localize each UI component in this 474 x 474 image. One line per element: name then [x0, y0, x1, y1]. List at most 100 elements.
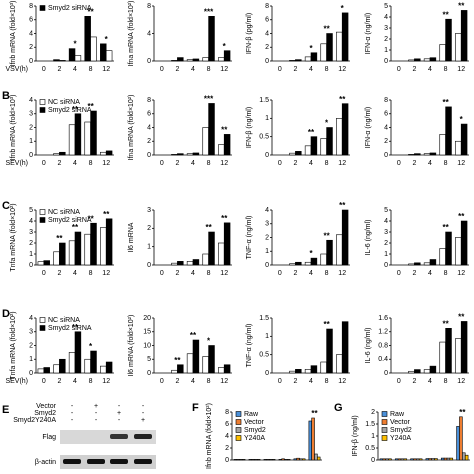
- blot-sign: +: [141, 417, 145, 424]
- y-tick-label: 0: [29, 152, 33, 159]
- x-tick-label: 12: [338, 66, 346, 73]
- bar: [90, 36, 97, 62]
- bar: [320, 361, 327, 374]
- x-tick-label: 12: [220, 160, 228, 167]
- y-tick-label: 0: [29, 58, 33, 65]
- bar: [460, 10, 468, 62]
- y-tick-label: 4: [147, 124, 151, 131]
- bar: [74, 331, 82, 374]
- y-tick-label: 0.5: [365, 445, 375, 452]
- x-tick-label: 0: [42, 160, 46, 167]
- y-tick-label: 0: [147, 152, 151, 159]
- significance: **: [103, 210, 110, 219]
- bar: [446, 457, 451, 461]
- bar: [296, 457, 300, 461]
- bar: [284, 459, 288, 461]
- significance: **: [72, 105, 79, 114]
- blot-band-label: Flag: [42, 434, 56, 441]
- y-tick-label: 0: [265, 262, 269, 269]
- blot-sign: -: [118, 403, 121, 410]
- bar: [269, 459, 273, 461]
- y-tick-label: 8: [265, 3, 269, 10]
- y-tick-label: 3: [384, 229, 388, 236]
- bar: [218, 367, 225, 374]
- y-tick-label: 1.6: [378, 315, 388, 322]
- x-tick-label: 12: [220, 270, 228, 277]
- bar: [423, 369, 431, 374]
- significance: **: [339, 201, 346, 210]
- bar: [394, 458, 399, 461]
- y-tick-label: 2: [29, 44, 33, 51]
- bar: [431, 458, 435, 461]
- bar: [84, 233, 91, 266]
- y-tick-label: 0: [29, 370, 33, 377]
- bar: [171, 60, 178, 62]
- bar: [341, 103, 349, 156]
- bar: [257, 459, 261, 461]
- bar: [439, 341, 446, 374]
- band: [110, 459, 128, 464]
- bar: [310, 52, 318, 62]
- panel-letter: B: [2, 90, 10, 102]
- y-tick-label: 15: [143, 329, 151, 336]
- x-tick-label: 2: [57, 160, 61, 167]
- y-tick-label: 4: [29, 218, 33, 225]
- bar: [177, 153, 184, 156]
- significance: **: [459, 408, 466, 417]
- bar: [281, 458, 285, 461]
- bar: [43, 367, 50, 374]
- bar: [74, 55, 82, 62]
- flag-blot: [60, 430, 156, 444]
- bar: [397, 458, 402, 461]
- bar: [462, 452, 466, 461]
- y-axis-label: Ifnb mRNA (fold×10²): [206, 403, 213, 469]
- x-tick-label: 0: [160, 160, 164, 167]
- x-tick-label: 4: [73, 378, 77, 385]
- legend-swatch: [39, 209, 46, 215]
- y-tick-label: 4: [29, 315, 33, 322]
- x-tick-label: 12: [457, 66, 465, 73]
- x-tick-label: 8: [207, 66, 211, 73]
- bar: [186, 59, 194, 62]
- bar: [272, 459, 276, 461]
- y-axis-label: IFN-β (ng/ml): [246, 107, 253, 148]
- bar: [37, 261, 45, 266]
- actin-blot: [60, 455, 156, 469]
- y-tick-label: 1.5: [259, 97, 269, 104]
- y-tick-label: 6: [147, 111, 151, 118]
- y-tick-label: 5: [29, 207, 33, 214]
- bar: [105, 50, 113, 62]
- legend-swatch: [381, 427, 388, 433]
- bar: [382, 458, 386, 461]
- blot-sign: -: [71, 403, 74, 410]
- x-tick-label: 2: [412, 160, 416, 167]
- bar: [460, 123, 468, 156]
- bar: [90, 222, 97, 266]
- bar: [445, 328, 452, 374]
- bar: [192, 152, 200, 156]
- y-tick-label: 4: [265, 207, 269, 214]
- y-axis-label: Il6 mRNA (fold×10²): [128, 315, 135, 377]
- significance: *: [309, 44, 313, 53]
- x-tick-label: 4: [191, 270, 195, 277]
- y-tick-label: 4: [265, 30, 269, 37]
- significance: **: [205, 223, 212, 232]
- legend-swatch: [235, 411, 242, 417]
- x-tick-label: 2: [412, 66, 416, 73]
- bar: [233, 459, 237, 461]
- bar: [336, 234, 343, 266]
- blot-sign: -: [142, 410, 145, 417]
- bar: [177, 364, 184, 374]
- y-tick-label: 4: [384, 218, 388, 225]
- x-tick-label: 0: [42, 66, 46, 73]
- blot-row-label: Smyd2: [34, 410, 56, 417]
- x-tick-label: 8: [89, 66, 93, 73]
- legend-swatch: [235, 427, 242, 433]
- bar: [314, 453, 318, 461]
- x-tick-label: 12: [457, 160, 465, 167]
- bar: [242, 459, 246, 461]
- bar: [186, 353, 194, 374]
- x-tick-label: 12: [338, 160, 346, 167]
- significance: **: [72, 223, 79, 232]
- x-tick-label: 8: [444, 66, 448, 73]
